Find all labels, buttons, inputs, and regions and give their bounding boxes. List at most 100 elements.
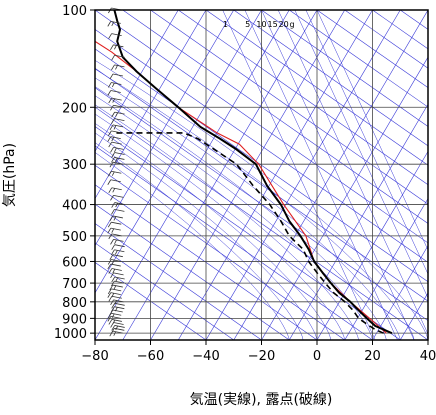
wind-barb-flag	[110, 216, 113, 221]
mixing-ratio-label: 10	[256, 20, 266, 29]
wind-barb-flag	[116, 203, 118, 207]
wind-barb-shaft	[113, 285, 123, 287]
wind-barb-flag	[111, 300, 114, 305]
wind-barb	[108, 222, 121, 227]
wind-barb-flag	[110, 45, 113, 50]
x-tick-label: 20	[364, 349, 381, 364]
wind-barb-flag	[113, 320, 115, 324]
wind-barb-shaft	[111, 264, 121, 266]
wind-barb-flag	[108, 131, 111, 136]
dry-adiabat-line	[67, 10, 436, 340]
wind-barb	[108, 228, 121, 233]
moist-adiabat-line	[0, 10, 345, 340]
wind-barb-flag	[112, 260, 114, 264]
wind-barb-flag	[115, 240, 117, 244]
wind-barb	[109, 269, 122, 274]
wind-barb-flag	[114, 45, 116, 49]
wind-barb-shaft	[115, 277, 125, 279]
wind-barb	[110, 162, 123, 167]
wind-barb-flag	[116, 278, 118, 282]
dry-adiabat-line	[123, 10, 436, 340]
dry-adiabat-line	[400, 10, 436, 340]
wind-barb-shaft	[111, 171, 121, 173]
wind-barb-flag	[110, 74, 113, 79]
dry-adiabat-line	[317, 10, 436, 340]
wind-barb-shaft	[115, 112, 125, 114]
wind-barb	[109, 142, 122, 147]
y-tick-label: 200	[62, 101, 87, 116]
y-tick-label: 1000	[54, 327, 87, 342]
wind-barb-shaft	[112, 319, 122, 321]
wind-barb-shaft	[114, 65, 124, 67]
wind-barb-flag	[114, 286, 116, 290]
y-tick-label: 900	[62, 312, 87, 327]
dry-adiabat-line	[0, 10, 234, 340]
wind-barb-shaft	[111, 228, 121, 230]
wind-barb-shaft	[114, 307, 124, 309]
wind-barb-shaft	[111, 293, 121, 295]
wind-barb-flag	[115, 250, 117, 254]
wind-barb-shaft	[112, 98, 122, 100]
y-tick-label: 100	[62, 4, 87, 19]
isotherm-line	[428, 10, 436, 340]
wind-barb-flag	[109, 188, 112, 193]
wind-barb-flag	[110, 162, 113, 167]
wind-barb-flag	[114, 148, 116, 152]
wind-barb	[109, 188, 122, 193]
wind-barb-flag	[114, 125, 116, 129]
mixing-ratio-line	[245, 10, 398, 340]
y-tick-label: 300	[62, 158, 87, 173]
wind-barb-shaft	[115, 325, 125, 327]
dry-adiabat-line	[40, 10, 436, 340]
wind-barb-flag	[115, 66, 117, 70]
wind-barb-flag	[112, 55, 115, 60]
x-axis-title: 気温(実線), 露点(破線)	[190, 392, 333, 408]
wind-barb	[110, 195, 123, 200]
temperature-series-line	[114, 10, 392, 333]
dry-adiabat-line	[0, 10, 206, 340]
mixing-ratio-line	[317, 10, 436, 340]
wind-barb	[112, 277, 125, 282]
wind-barb-shaft	[112, 142, 122, 144]
y-tick-label: 600	[62, 255, 87, 270]
dry-adiabat-line	[234, 10, 436, 340]
wind-barb-flag	[109, 296, 112, 301]
wind-barb-flag	[108, 82, 111, 87]
wind-barb-shaft	[114, 322, 124, 324]
wind-barb-flag	[114, 332, 116, 336]
wind-barb-flag	[111, 65, 114, 70]
moist-adiabat-line	[0, 10, 317, 340]
wind-barb-flag	[111, 250, 114, 255]
wind-barb-flag	[109, 98, 112, 103]
wind-barb-flag	[112, 83, 114, 87]
x-tick-label: −40	[192, 349, 219, 364]
wind-barb-shaft	[114, 119, 124, 121]
wind-barb-flag	[112, 245, 115, 250]
isotherm-line	[0, 10, 178, 340]
x-tick-label: −60	[137, 349, 164, 364]
wind-barb-flag	[113, 269, 115, 273]
mixing-ratio-label: 15	[268, 20, 278, 29]
wind-barb	[111, 209, 124, 214]
wind-barb	[111, 273, 124, 278]
mixing-ratio-line	[295, 10, 436, 340]
wind-barb-flag	[112, 229, 114, 233]
wind-barb-shaft	[113, 74, 123, 76]
wind-barb-shaft	[113, 195, 123, 197]
wind-barb	[108, 137, 121, 142]
wind-barb-shaft	[114, 273, 124, 275]
dry-adiabat-line	[0, 10, 262, 340]
wind-barb-flag	[109, 234, 112, 239]
dewpoint-series-line	[114, 133, 383, 333]
wind-barb-flag	[108, 180, 111, 185]
dry-adiabat-line	[0, 10, 345, 340]
x-tick-label: −80	[81, 349, 108, 364]
isotherm-line	[400, 10, 436, 340]
wind-barb	[112, 153, 125, 158]
wind-barb-flag	[112, 112, 115, 117]
wind-barb-flag	[108, 259, 111, 264]
